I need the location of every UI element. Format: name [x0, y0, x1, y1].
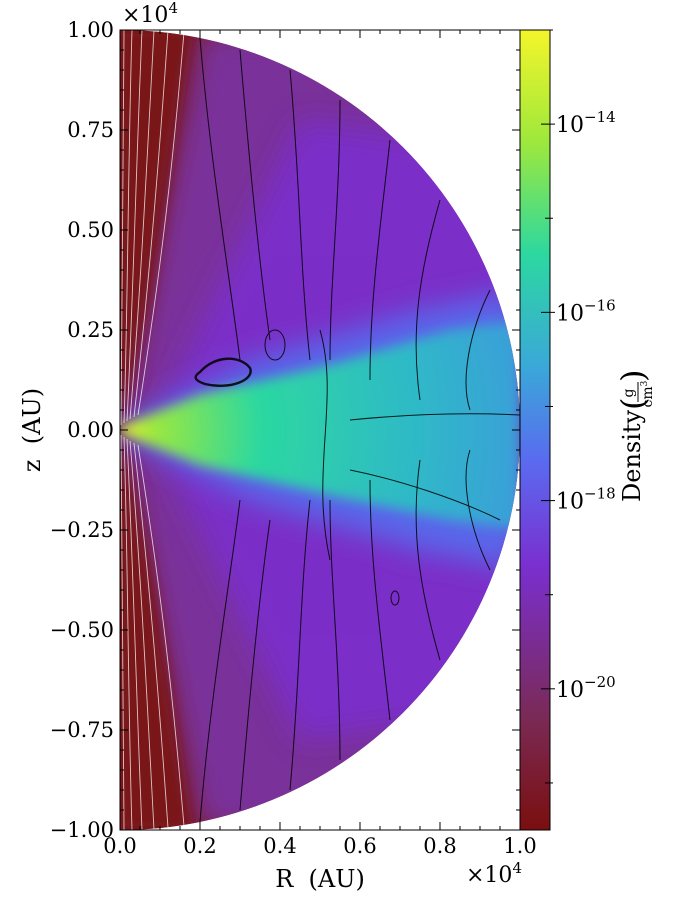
colorbar-unit-close-paren: ) [614, 370, 652, 382]
colorbar-tick-label: 10−18 [556, 485, 616, 515]
colorbar-label: Density ( g cm3 ) [614, 370, 656, 502]
colorbar-tick-label: 10−20 [556, 673, 616, 703]
colorbar-tick-label: 10−16 [556, 296, 616, 326]
x-axis-label: R (AU) [275, 865, 365, 893]
colorbar-unit-denominator: cm3 [640, 380, 656, 407]
y-axis-multiplier: ×104 [122, 0, 178, 28]
x-tick-label: 0.2 [183, 834, 216, 858]
colorbar-tick-label: 10−14 [556, 108, 616, 138]
colorbar-gradient [519, 29, 551, 831]
y-tick-label: −0.75 [50, 718, 114, 742]
y-axis-label: z (AU) [18, 388, 46, 472]
y-tick-label: 0.50 [67, 218, 114, 242]
colorbar-unit-open-paren: ( [614, 398, 652, 410]
y-axis-ticks: 1.00 0.75 0.50 0.25 0.00 −0.25 −0.50 −0.75 −1.00 [50, 18, 520, 842]
colorbar: 10−14 10−16 10−18 10−20 Density ( g cm3 ) [519, 29, 656, 831]
density-field [120, 30, 520, 830]
y-tick-label: −0.25 [50, 518, 114, 542]
x-tick-label: 0.8 [423, 834, 456, 858]
y-tick-label: 0.00 [67, 418, 114, 442]
y-tick-label: −1.00 [50, 818, 114, 842]
x-tick-label: 0.0 [103, 834, 136, 858]
x-tick-label: 0.6 [343, 834, 376, 858]
x-axis-multiplier: ×104 [466, 859, 522, 888]
colorbar-unit-numerator: g [621, 388, 637, 397]
streamlines-black [194, 37, 520, 823]
colorbar-label-text: Density [618, 409, 646, 502]
y-tick-label: 0.75 [67, 118, 114, 142]
y-tick-label: −0.50 [50, 618, 114, 642]
y-tick-label: 1.00 [67, 18, 114, 42]
x-tick-label: 0.4 [263, 834, 296, 858]
x-axis-ticks: 0.0 0.2 0.4 0.6 0.8 1.0 [103, 30, 537, 858]
colorbar-ticks: 10−14 10−16 10−18 10−20 [541, 29, 616, 784]
x-tick-label: 1.0 [503, 834, 536, 858]
y-tick-label: 0.25 [67, 318, 114, 342]
streamlines-white [120, 30, 185, 830]
